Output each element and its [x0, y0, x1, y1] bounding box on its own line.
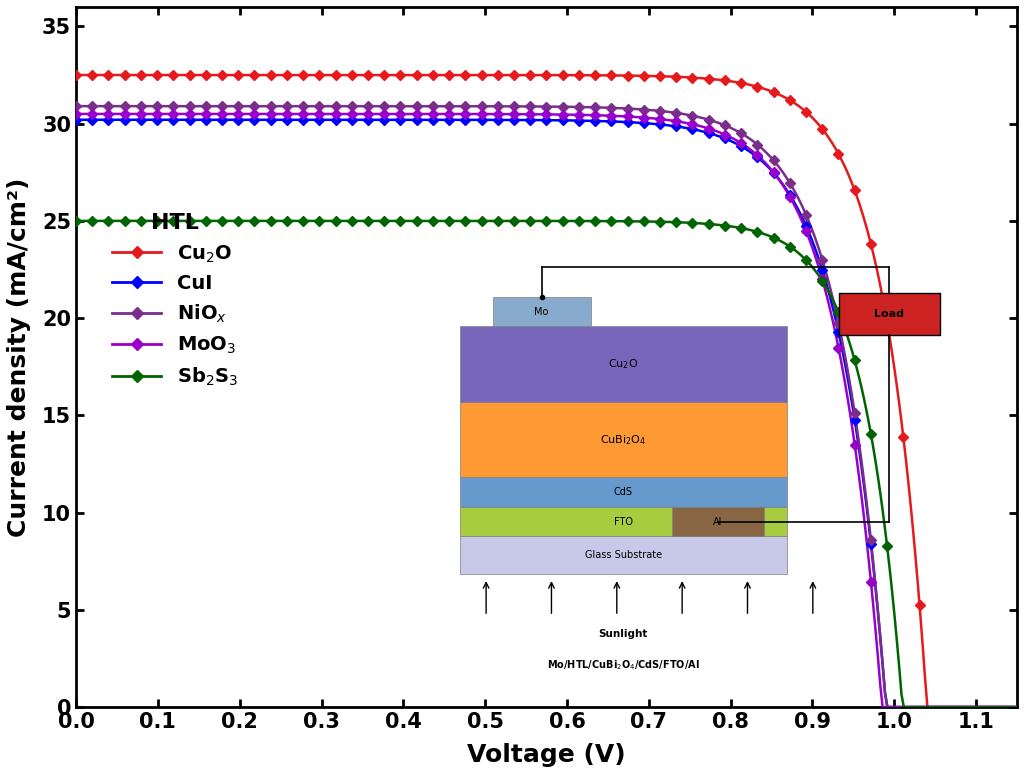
- X-axis label: Voltage (V): Voltage (V): [467, 743, 626, 767]
- Y-axis label: Current density (mA/cm²): Current density (mA/cm²): [7, 177, 31, 536]
- Legend: Cu$_2$O, CuI, NiO$_x$, MoO$_3$, Sb$_2$S$_3$: Cu$_2$O, CuI, NiO$_x$, MoO$_3$, Sb$_2$S$…: [104, 206, 246, 396]
